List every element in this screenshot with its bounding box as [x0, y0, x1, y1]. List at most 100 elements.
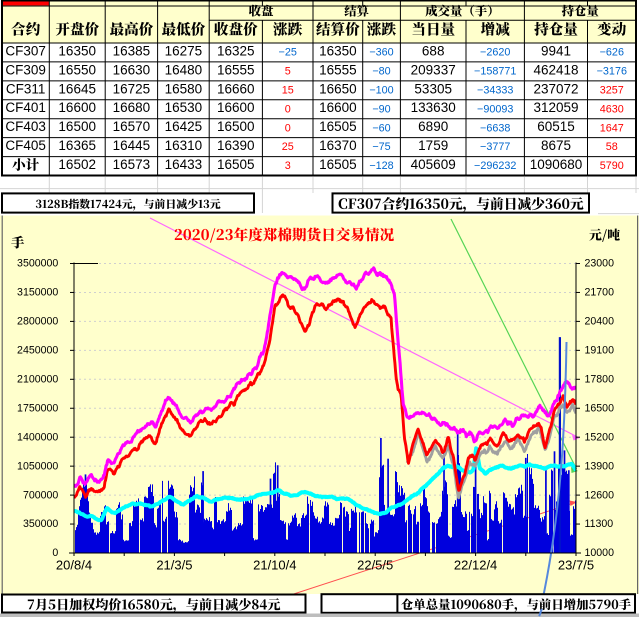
svg-text:3: 3 — [285, 160, 291, 172]
svg-text:16425: 16425 — [165, 119, 203, 134]
svg-text:−158771: −158771 — [474, 66, 516, 78]
svg-text:−60: −60 — [372, 122, 390, 134]
svg-text:20/8/4: 20/8/4 — [56, 557, 92, 572]
svg-text:−25: −25 — [279, 47, 297, 59]
svg-text:16500: 16500 — [217, 119, 255, 134]
svg-text:16275: 16275 — [165, 43, 203, 58]
svg-text:23000: 23000 — [585, 258, 615, 270]
svg-text:209337: 209337 — [411, 62, 456, 77]
svg-text:4630: 4630 — [600, 103, 624, 115]
svg-text:16630: 16630 — [113, 62, 151, 77]
svg-text:3257: 3257 — [600, 85, 624, 97]
svg-text:3500000: 3500000 — [17, 258, 58, 270]
svg-text:16600: 16600 — [319, 100, 357, 115]
svg-text:16502: 16502 — [58, 157, 96, 172]
svg-text:2450000: 2450000 — [17, 345, 58, 357]
svg-text:16370: 16370 — [319, 138, 357, 153]
svg-text:16350: 16350 — [58, 43, 96, 58]
svg-text:237072: 237072 — [533, 81, 578, 96]
svg-text:5: 5 — [285, 66, 291, 78]
svg-text:0: 0 — [285, 103, 291, 115]
svg-text:−2620: −2620 — [480, 47, 510, 59]
svg-text:16500: 16500 — [585, 402, 615, 414]
svg-text:−34333: −34333 — [477, 85, 513, 97]
svg-text:16350: 16350 — [319, 43, 357, 58]
svg-text:8675: 8675 — [541, 138, 571, 153]
svg-text:3150000: 3150000 — [17, 287, 58, 299]
svg-text:1090680: 1090680 — [530, 157, 583, 172]
svg-text:12600: 12600 — [585, 489, 615, 501]
svg-text:CF401: CF401 — [5, 100, 46, 115]
svg-text:350000: 350000 — [23, 518, 58, 530]
svg-text:1400000: 1400000 — [17, 431, 58, 443]
svg-text:−128: −128 — [369, 160, 393, 172]
svg-text:16445: 16445 — [113, 138, 151, 153]
svg-text:53305: 53305 — [414, 81, 452, 96]
svg-text:16505: 16505 — [319, 119, 357, 134]
svg-text:16310: 16310 — [165, 138, 203, 153]
svg-text:20400: 20400 — [585, 316, 615, 328]
svg-text:16480: 16480 — [165, 62, 203, 77]
svg-text:462418: 462418 — [533, 62, 578, 77]
svg-text:CF307: CF307 — [5, 43, 46, 58]
svg-text:CF309: CF309 — [5, 62, 46, 77]
svg-text:16555: 16555 — [217, 62, 255, 77]
svg-text:16385: 16385 — [113, 43, 151, 58]
svg-text:16570: 16570 — [113, 119, 151, 134]
svg-text:1050000: 1050000 — [17, 460, 58, 472]
svg-text:9941: 9941 — [541, 43, 571, 58]
svg-text:15200: 15200 — [585, 431, 615, 443]
svg-text:1759: 1759 — [418, 138, 448, 153]
svg-text:−100: −100 — [369, 85, 393, 97]
svg-text:−296232: −296232 — [474, 160, 516, 172]
svg-text:16600: 16600 — [58, 100, 96, 115]
svg-text:21700: 21700 — [585, 287, 615, 299]
svg-text:25: 25 — [282, 141, 294, 153]
svg-text:−3777: −3777 — [480, 141, 510, 153]
svg-text:19100: 19100 — [585, 345, 615, 357]
svg-text:2800000: 2800000 — [17, 316, 58, 328]
svg-text:58: 58 — [606, 141, 618, 153]
svg-text:CF311: CF311 — [6, 81, 46, 96]
svg-text:16530: 16530 — [165, 100, 203, 115]
svg-text:21/10/4: 21/10/4 — [253, 557, 296, 572]
svg-text:23/7/5: 23/7/5 — [558, 557, 594, 572]
svg-text:16505: 16505 — [217, 157, 255, 172]
svg-text:CF405: CF405 — [5, 138, 46, 153]
svg-text:6890: 6890 — [418, 119, 448, 134]
svg-text:15: 15 — [282, 85, 294, 97]
svg-text:−626: −626 — [600, 47, 624, 59]
svg-text:−3176: −3176 — [597, 66, 627, 78]
svg-text:312059: 312059 — [533, 100, 578, 115]
svg-text:16390: 16390 — [217, 138, 255, 153]
svg-text:5790: 5790 — [600, 160, 624, 172]
svg-text:16680: 16680 — [113, 100, 151, 115]
svg-text:16645: 16645 — [58, 81, 96, 96]
svg-text:16725: 16725 — [113, 81, 151, 96]
svg-text:0: 0 — [285, 122, 291, 134]
svg-text:16580: 16580 — [165, 81, 203, 96]
svg-text:−75: −75 — [372, 141, 390, 153]
svg-text:133630: 133630 — [411, 100, 456, 115]
svg-text:17800: 17800 — [585, 374, 615, 386]
svg-text:0: 0 — [52, 547, 58, 559]
svg-text:16650: 16650 — [319, 81, 357, 96]
svg-text:1750000: 1750000 — [17, 402, 58, 414]
svg-text:11300: 11300 — [585, 518, 614, 530]
svg-text:700000: 700000 — [23, 489, 58, 501]
svg-text:688: 688 — [422, 43, 445, 58]
svg-text:16325: 16325 — [217, 43, 255, 58]
svg-text:16550: 16550 — [58, 62, 96, 77]
svg-text:16505: 16505 — [319, 157, 357, 172]
svg-text:16555: 16555 — [319, 62, 357, 77]
svg-text:16573: 16573 — [113, 157, 151, 172]
svg-text:−6638: −6638 — [480, 122, 510, 134]
svg-text:−90093: −90093 — [477, 103, 513, 115]
svg-text:21/3/5: 21/3/5 — [156, 557, 192, 572]
svg-text:16660: 16660 — [217, 81, 255, 96]
svg-text:22/12/4: 22/12/4 — [454, 557, 497, 572]
svg-text:16500: 16500 — [58, 119, 96, 134]
svg-text:10000: 10000 — [585, 547, 615, 559]
svg-text:405609: 405609 — [411, 157, 456, 172]
svg-text:CF403: CF403 — [5, 119, 46, 134]
